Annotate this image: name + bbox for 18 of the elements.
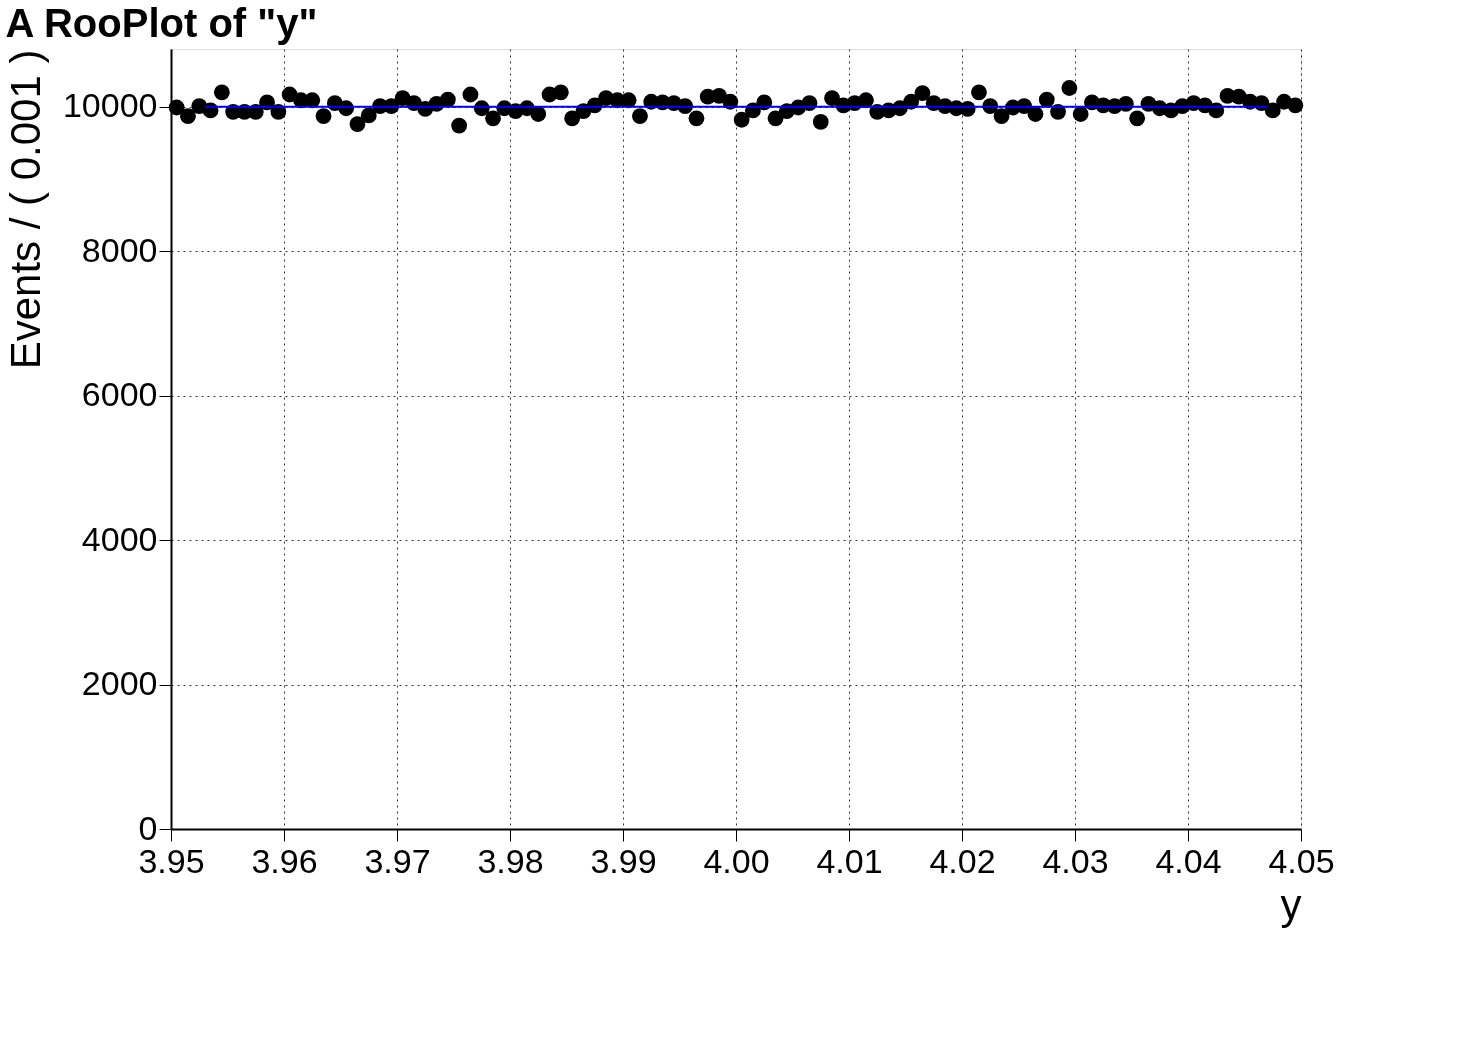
y-tick-label: 2000 xyxy=(81,664,158,703)
y-tick-label: 4000 xyxy=(81,519,158,558)
y-tick-label: 10000 xyxy=(62,86,158,125)
chart-title: A RooPlot of "y" xyxy=(5,1,318,45)
x-tick-label: 3.98 xyxy=(477,841,544,880)
x-tick-label: 4.03 xyxy=(1042,841,1109,880)
x-tick-label: 4.05 xyxy=(1268,841,1335,880)
x-tick-label: 3.97 xyxy=(364,841,431,880)
x-axis-title: y xyxy=(1280,880,1302,928)
x-tick-label: 4.04 xyxy=(1155,841,1222,880)
x-tick-label: 3.96 xyxy=(251,841,318,880)
y-tick-label: 8000 xyxy=(81,230,158,269)
x-tick-label: 3.99 xyxy=(590,841,657,880)
x-tick-label: 4.02 xyxy=(929,841,996,880)
y-axis-title: Events / ( 0.001 ) xyxy=(1,49,49,370)
y-tick-label: 6000 xyxy=(81,375,158,414)
x-tick-label: 4.00 xyxy=(703,841,770,880)
x-tick-label: 4.01 xyxy=(816,841,883,880)
